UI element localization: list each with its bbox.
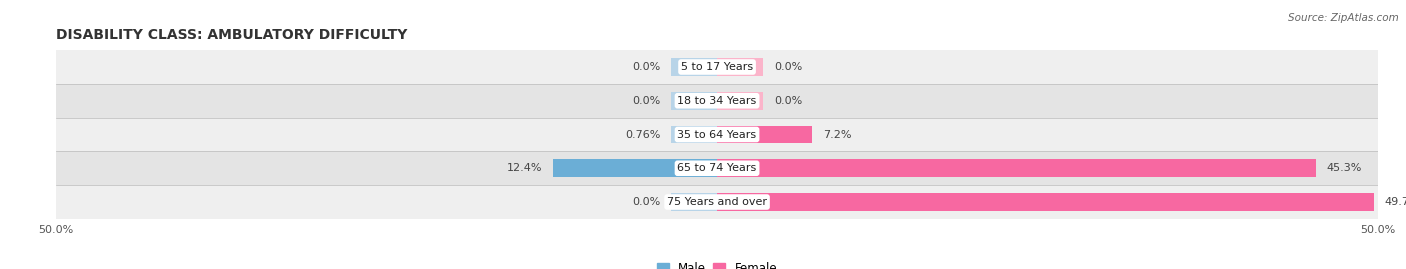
Text: Source: ZipAtlas.com: Source: ZipAtlas.com xyxy=(1288,13,1399,23)
Text: DISABILITY CLASS: AMBULATORY DIFFICULTY: DISABILITY CLASS: AMBULATORY DIFFICULTY xyxy=(56,28,408,42)
Bar xyxy=(56,185,1378,219)
Text: 75 Years and over: 75 Years and over xyxy=(666,197,768,207)
Bar xyxy=(56,50,1378,84)
Bar xyxy=(717,126,813,143)
Text: 5 to 17 Years: 5 to 17 Years xyxy=(681,62,754,72)
Bar xyxy=(56,118,1378,151)
Text: 0.0%: 0.0% xyxy=(631,197,661,207)
Bar xyxy=(717,160,1316,177)
Text: 18 to 34 Years: 18 to 34 Years xyxy=(678,96,756,106)
Text: 0.0%: 0.0% xyxy=(631,96,661,106)
Text: 12.4%: 12.4% xyxy=(508,163,543,173)
Text: 35 to 64 Years: 35 to 64 Years xyxy=(678,129,756,140)
Text: 7.2%: 7.2% xyxy=(823,129,851,140)
Text: 45.3%: 45.3% xyxy=(1326,163,1362,173)
Text: 0.0%: 0.0% xyxy=(631,62,661,72)
Bar xyxy=(671,92,717,109)
Text: 0.76%: 0.76% xyxy=(624,129,661,140)
Bar xyxy=(717,58,763,76)
Text: 0.0%: 0.0% xyxy=(773,96,803,106)
Bar xyxy=(717,193,1374,211)
Legend: Male, Female: Male, Female xyxy=(657,262,778,269)
Bar xyxy=(56,84,1378,118)
Bar xyxy=(671,126,717,143)
Bar xyxy=(56,151,1378,185)
Text: 49.7%: 49.7% xyxy=(1385,197,1406,207)
Text: 65 to 74 Years: 65 to 74 Years xyxy=(678,163,756,173)
Text: 0.0%: 0.0% xyxy=(773,62,803,72)
Bar xyxy=(717,92,763,109)
Bar xyxy=(553,160,717,177)
Bar xyxy=(671,193,717,211)
Bar xyxy=(671,58,717,76)
